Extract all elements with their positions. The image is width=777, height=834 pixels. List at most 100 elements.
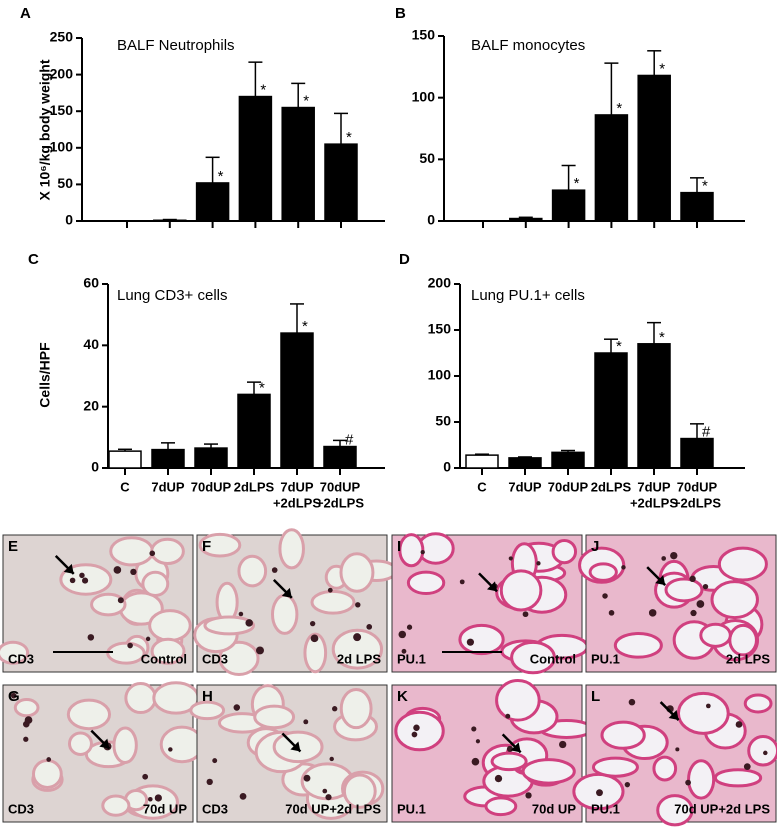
- stained-cell: [149, 550, 156, 557]
- alveolus: [109, 536, 155, 567]
- stained-cell: [705, 703, 711, 709]
- y-tick-label: 40: [83, 336, 99, 352]
- significance-marker: *: [346, 129, 352, 146]
- condition-label: 2d LPS: [726, 651, 770, 666]
- stained-cell: [46, 757, 52, 762]
- stained-cell: [471, 757, 480, 766]
- alveolus: [656, 794, 694, 827]
- stained-cell: [505, 713, 511, 719]
- y-tick-label: 50: [419, 150, 435, 166]
- stained-cell: [628, 698, 636, 706]
- stained-cell: [689, 575, 696, 583]
- x-tick-label: 7dUP: [151, 479, 185, 494]
- stained-cell: [147, 796, 153, 802]
- bar: [151, 448, 185, 469]
- stained-cell: [256, 646, 264, 655]
- bar: [280, 332, 314, 469]
- alveolus: [521, 758, 576, 785]
- alveolus: [490, 751, 528, 772]
- alveolus: [331, 628, 384, 670]
- stained-cell: [475, 739, 481, 744]
- arrow-head: [668, 710, 679, 721]
- alveolus: [237, 554, 268, 588]
- stained-cell: [142, 773, 149, 780]
- bar: [108, 450, 142, 469]
- alveolus: [215, 581, 239, 623]
- stained-cell: [675, 747, 680, 752]
- panel-letter: B: [395, 5, 406, 22]
- stained-cell: [648, 609, 657, 617]
- condition-label: Control: [530, 651, 576, 666]
- stained-cell: [661, 556, 666, 561]
- alveolus: [713, 768, 763, 788]
- x-tick-label: C: [120, 479, 130, 494]
- x-tick-label: 70dUP: [677, 479, 718, 494]
- alveolus: [106, 641, 146, 665]
- alveolus: [652, 755, 678, 782]
- stained-cell: [763, 750, 768, 756]
- y-tick-label: 0: [443, 459, 451, 475]
- alveolus: [699, 622, 732, 648]
- alveolus: [218, 640, 260, 676]
- stained-cell: [117, 597, 124, 604]
- alveolus: [398, 533, 425, 568]
- alveolus: [588, 562, 618, 582]
- x-tick-label: +2dLPS: [673, 495, 721, 510]
- bar: [237, 393, 271, 469]
- stained-cell: [624, 781, 631, 788]
- y-tick-label: 100: [428, 367, 452, 383]
- bar: [153, 219, 187, 222]
- stained-cell: [459, 579, 465, 585]
- bar: [281, 106, 315, 222]
- stained-cell: [690, 609, 697, 617]
- alveolus: [510, 640, 556, 675]
- stained-cell: [327, 587, 333, 593]
- alveolus: [13, 698, 40, 718]
- alveolus: [271, 593, 299, 635]
- alveolus: [66, 698, 112, 731]
- significance-marker: *: [659, 60, 665, 77]
- stained-cell: [420, 549, 425, 555]
- bar: [509, 217, 543, 222]
- x-tick-label: C: [477, 479, 487, 494]
- alveolus: [198, 532, 242, 558]
- alveolus: [676, 691, 730, 735]
- arrow-head: [63, 563, 74, 574]
- stain-label: CD3: [8, 801, 34, 816]
- y-tick-label: 50: [57, 175, 73, 191]
- bar: [195, 182, 230, 222]
- stained-cell: [23, 736, 29, 742]
- stained-cell: [79, 572, 85, 579]
- stained-cell: [355, 602, 361, 608]
- stained-cell: [87, 634, 95, 641]
- bar: [194, 447, 228, 469]
- condition-label: 70d UP: [143, 801, 187, 816]
- arrow-head: [290, 741, 301, 752]
- panel-letter: F: [202, 538, 211, 555]
- bar: [637, 74, 671, 222]
- stained-cell: [113, 566, 122, 574]
- stained-cell: [398, 630, 407, 639]
- stained-cell: [82, 577, 89, 584]
- x-tick-label: +2dLPS: [630, 495, 678, 510]
- stained-cell: [24, 716, 33, 724]
- panel-letter: I: [397, 538, 401, 555]
- significance-marker: #: [345, 432, 354, 449]
- bar: [637, 343, 671, 469]
- stained-cell: [471, 726, 477, 732]
- alveolus: [743, 693, 773, 714]
- stained-cell: [608, 610, 615, 616]
- bar: [594, 114, 629, 222]
- micrograph: [572, 684, 777, 827]
- alveolus: [303, 632, 328, 674]
- alveolus: [591, 756, 639, 778]
- y-tick-label: 200: [428, 275, 452, 291]
- alveolus: [458, 623, 505, 656]
- bar: [551, 451, 585, 469]
- significance-marker: *: [218, 168, 224, 185]
- chart-title: BALF Neutrophils: [117, 37, 235, 54]
- stained-cell: [69, 577, 76, 584]
- panel-letter: A: [20, 5, 31, 22]
- micrograph: [391, 679, 594, 823]
- x-tick-label: 70dUP: [548, 479, 589, 494]
